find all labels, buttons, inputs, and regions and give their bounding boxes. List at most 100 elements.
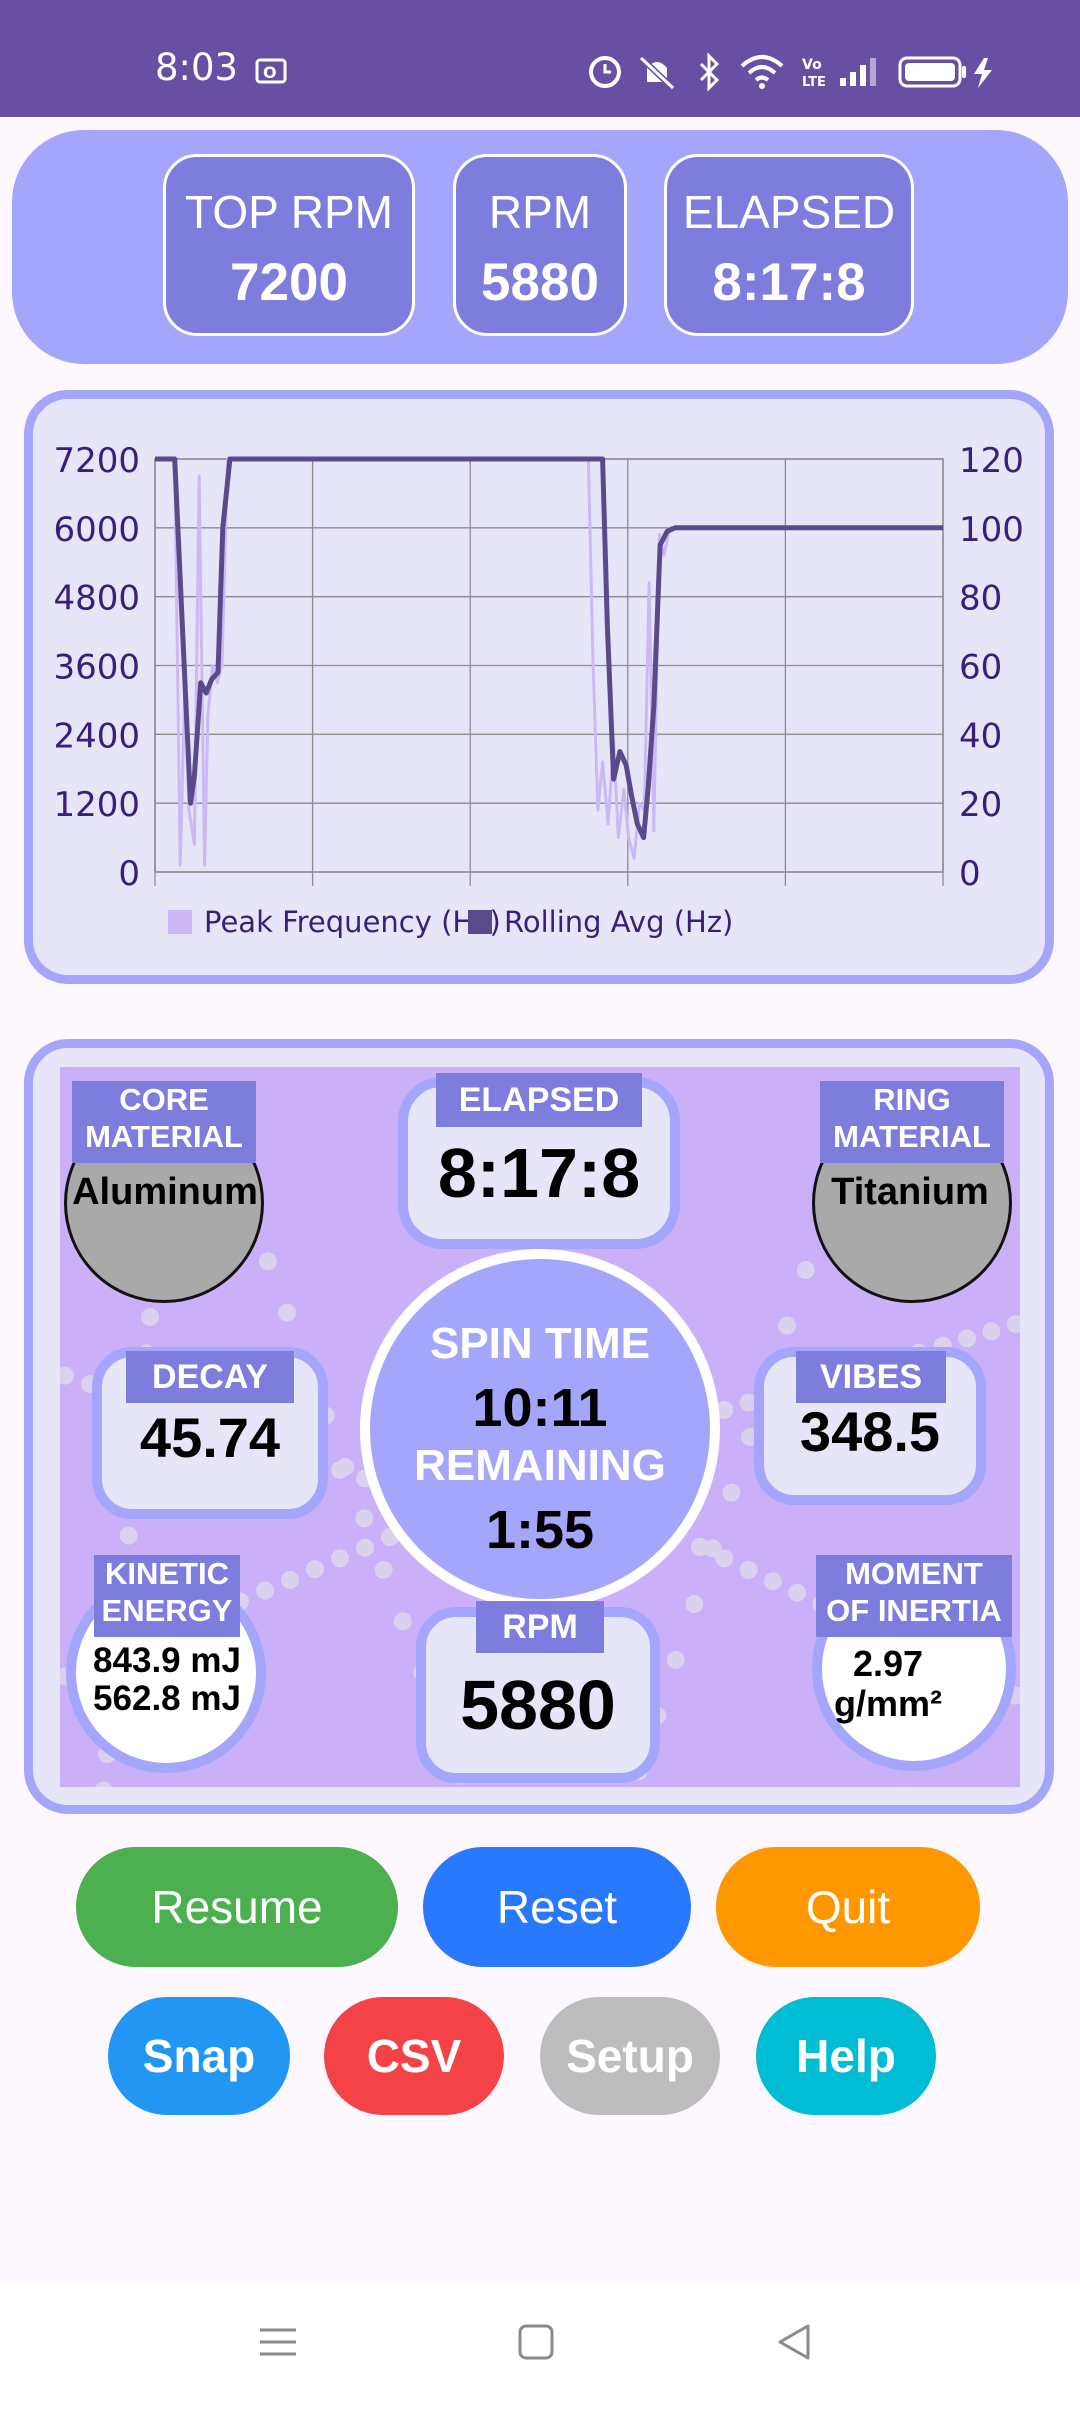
y-left-tick-label: 7200 xyxy=(53,441,140,481)
menu-icon[interactable] xyxy=(256,2320,300,2364)
svg-text:O: O xyxy=(263,63,277,82)
rpm-stat: RPM 5880 xyxy=(453,154,627,336)
spin-time-label: SPIN TIME xyxy=(429,1319,651,1368)
battery-charging-icon xyxy=(898,56,992,88)
elapsed-stat: ELAPSED 8:17:8 xyxy=(664,154,914,336)
core-material-label-line1: CORE xyxy=(119,1082,209,1117)
decorative-dot xyxy=(666,1650,685,1669)
gauge-area: CORE MATERIAL Aluminum RING MATERIAL Tit… xyxy=(60,1067,1020,1787)
legend-label: Peak Frequency (Hz) xyxy=(204,905,501,939)
series-line-rolling-avg xyxy=(155,456,943,841)
decorative-dot xyxy=(374,1560,393,1579)
y-right-tick-label: 120 xyxy=(959,441,1024,481)
volte-icon: Vo LTE xyxy=(802,57,826,90)
top-rpm-label: TOP RPM xyxy=(185,186,393,238)
decorative-dot xyxy=(306,1560,324,1579)
decorative-dot xyxy=(739,1560,758,1579)
decorative-dot xyxy=(739,1393,758,1412)
snap-button[interactable]: Snap xyxy=(108,1997,290,2115)
y-right-tick-label: 20 xyxy=(959,785,1002,825)
kinetic-label-line1: KINETIC xyxy=(105,1556,229,1591)
elapsed-label: ELAPSED xyxy=(682,186,896,238)
core-material-label-line2: MATERIAL xyxy=(85,1119,243,1154)
top-rpm-value: 7200 xyxy=(230,253,348,312)
spin-time-value: 10:11 xyxy=(472,1378,608,1438)
spin-time-circle xyxy=(360,1249,720,1609)
decorative-dot xyxy=(715,1400,734,1419)
top-stats-panel: TOP RPM 7200 RPM 5880 ELAPSED 8:17:8 xyxy=(12,130,1068,364)
decorative-dot xyxy=(278,1303,297,1322)
legend-swatch xyxy=(168,910,192,934)
status-bar: 8:03 O Vo LTE xyxy=(0,0,1080,117)
decorative-dot xyxy=(331,1460,349,1479)
decorative-dot xyxy=(119,1526,138,1545)
decorative-dot xyxy=(256,1581,274,1600)
help-button[interactable]: Help xyxy=(756,1997,936,2115)
kinetic-energy-label: KINETIC ENERGY xyxy=(94,1555,240,1637)
kinetic-energy-value-1: 843.9 mJ xyxy=(93,1641,241,1680)
gauge-elapsed-value: 8:17:8 xyxy=(437,1134,641,1212)
y-right-tick-label: 40 xyxy=(959,716,1002,756)
gauge-rpm-label: RPM xyxy=(476,1601,604,1653)
y-left-tick-label: 1200 xyxy=(53,785,140,825)
notification-icon: O xyxy=(255,58,287,84)
decorative-dot xyxy=(982,1322,1001,1341)
setup-button[interactable]: Setup xyxy=(540,1997,720,2115)
ring-material-label: RING MATERIAL xyxy=(820,1081,1004,1163)
y-right-tick-label: 100 xyxy=(959,510,1024,550)
reset-button[interactable]: Reset xyxy=(423,1847,691,1967)
decorative-dot xyxy=(141,1308,159,1326)
gauge-rpm-value: 5880 xyxy=(460,1666,616,1744)
bluetooth-icon xyxy=(699,52,720,92)
decorative-dot xyxy=(258,1252,277,1271)
decorative-dot xyxy=(722,1483,741,1502)
quit-button[interactable]: Quit xyxy=(716,1847,980,1967)
navigation-bar xyxy=(0,2282,1080,2412)
decorative-dot xyxy=(796,1260,815,1279)
y-left-tick-label: 4800 xyxy=(53,579,140,619)
decorative-dot xyxy=(281,1570,299,1589)
y-left-tick-label: 0 xyxy=(118,854,140,894)
resume-button[interactable]: Resume xyxy=(76,1847,398,1967)
decay-label: DECAY xyxy=(126,1351,294,1403)
decorative-dot xyxy=(1006,1315,1020,1334)
rpm-value: 5880 xyxy=(481,253,599,312)
core-material-value: Aluminum xyxy=(72,1171,258,1213)
core-material-label: CORE MATERIAL xyxy=(72,1081,256,1163)
gauge-elapsed-label: ELAPSED xyxy=(436,1073,642,1127)
back-icon[interactable] xyxy=(772,2320,816,2364)
signal-icon xyxy=(840,58,876,86)
decorative-dot xyxy=(95,1781,112,1787)
ring-material-label-line2: MATERIAL xyxy=(833,1119,991,1154)
home-icon[interactable] xyxy=(514,2320,558,2364)
alarm-icon xyxy=(589,56,621,88)
decorative-dot xyxy=(393,1612,412,1631)
decorative-dot xyxy=(355,1509,374,1528)
csv-button[interactable]: CSV xyxy=(324,1997,504,2115)
vibes-label: VIBES xyxy=(796,1351,946,1403)
mute-icon xyxy=(638,55,676,91)
y-left-tick-label: 6000 xyxy=(53,510,140,550)
moment-of-inertia-label: MOMENT OF INERTIA xyxy=(816,1555,1012,1637)
decorative-dot xyxy=(778,1316,797,1335)
vibes-value: 348.5 xyxy=(799,1400,941,1463)
kinetic-energy-value-2: 562.8 mJ xyxy=(93,1679,241,1718)
decorative-dot xyxy=(356,1538,374,1557)
decorative-dot xyxy=(331,1549,349,1568)
y-right-tick-label: 80 xyxy=(959,579,1002,619)
decorative-dot xyxy=(788,1583,807,1602)
legend-label: Rolling Avg (Hz) xyxy=(504,905,733,939)
decorative-dot xyxy=(691,1538,709,1556)
y-left-tick-label: 2400 xyxy=(53,716,140,756)
svg-text:Vo: Vo xyxy=(802,57,822,73)
decay-value: 45.74 xyxy=(139,1406,281,1469)
elapsed-value: 8:17:8 xyxy=(712,253,866,312)
decorative-dot xyxy=(685,1595,704,1614)
decorative-dot xyxy=(763,1572,782,1591)
moment-label-line2: OF INERTIA xyxy=(826,1593,1002,1628)
y-right-tick-label: 0 xyxy=(959,854,981,894)
remaining-value: 1:55 xyxy=(485,1500,595,1560)
decorative-dot xyxy=(958,1329,977,1348)
moment-of-inertia-value-1: 2.97 xyxy=(852,1643,924,1684)
top-rpm-stat: TOP RPM 7200 xyxy=(163,154,415,336)
